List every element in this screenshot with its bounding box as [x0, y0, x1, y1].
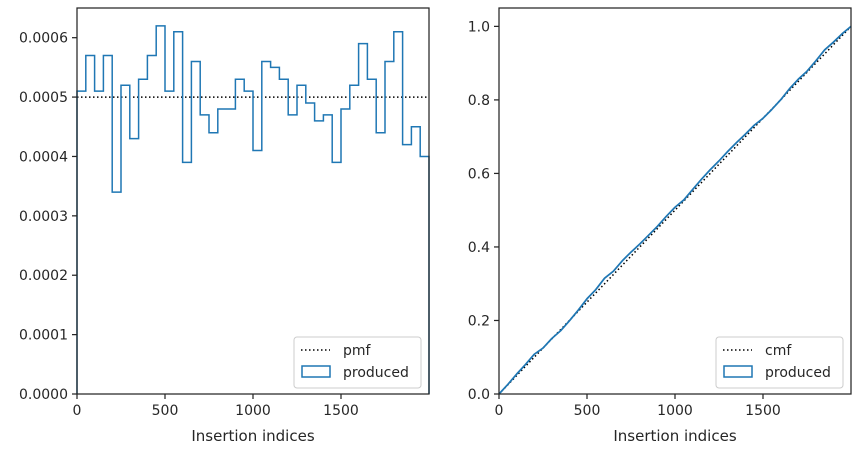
pmf-marks [76, 25, 430, 394]
cmf-ticks: 0.0 0.2 0.4 0.6 0.8 1.0 0 500 1000 1500 [468, 19, 781, 419]
pmf-produced-step [76, 25, 430, 394]
cmf-x-tick-label: 500 [574, 403, 601, 419]
cmf-plot-area [499, 8, 851, 394]
cmf-x-tick-label: 1000 [657, 403, 693, 419]
pmf-y-tick-label: 0.0006 [19, 31, 68, 47]
cmf-legend-label-produced: produced [765, 365, 831, 381]
cmf-x-tick-label: 0 [495, 403, 504, 419]
cmf-y-tick-label: 0.6 [468, 166, 490, 182]
pmf-axes-frame [76, 7, 430, 395]
cmf-y-tick-label: 0.0 [468, 387, 490, 403]
pmf-x-axis-label: Insertion indices [191, 427, 314, 445]
cmf-panel: 0.0 0.2 0.4 0.6 0.8 1.0 0 500 1000 1500 Insertion… [468, 7, 852, 445]
pmf-panel: 0.0000 0.0001 0.0002 0.0003 0.0004 0.0005 0.00… [19, 7, 430, 445]
pmf-ticks: 0.0000 0.0001 0.0002 0.0003 0.0004 0.0005 0.00… [19, 31, 359, 419]
pmf-y-tick-label: 0.0004 [19, 149, 68, 165]
cmf-marks [498, 25, 852, 395]
pmf-y-tick-label: 0.0005 [19, 90, 68, 106]
cmf-y-tick-label: 0.2 [468, 313, 490, 329]
pmf-x-tick-label: 1500 [323, 403, 359, 419]
pmf-x-tick-label: 500 [152, 403, 179, 419]
cmf-axes-frame [498, 7, 852, 395]
pmf-legend-produced-swatch [301, 365, 331, 378]
cmf-y-tick-label: 0.4 [468, 240, 490, 256]
cmf-y-tick-label: 0.8 [468, 93, 490, 109]
cmf-produced-curve [498, 25, 852, 395]
pmf-legend-label-produced: produced [343, 365, 409, 381]
pmf-y-tick-label: 0.0002 [19, 268, 68, 284]
cmf-legend: cmf produced [715, 336, 844, 389]
pmf-plot-area [77, 8, 429, 394]
pmf-x-tick-label: 1000 [235, 403, 271, 419]
cmf-legend-label-cmf: cmf [765, 343, 792, 359]
pmf-legend-label-pmf: pmf [343, 343, 372, 359]
pmf-legend: pmf produced [293, 336, 422, 389]
pmf-y-tick-label: 0.0000 [19, 387, 68, 403]
cmf-y-tick-label: 1.0 [468, 19, 490, 35]
cmf-x-tick-label: 1500 [745, 403, 781, 419]
cmf-x-axis-label: Insertion indices [613, 427, 736, 445]
pmf-x-tick-label: 0 [73, 403, 82, 419]
pmf-y-tick-label: 0.0001 [19, 328, 68, 344]
cmf-legend-produced-swatch [723, 365, 753, 378]
pmf-y-tick-label: 0.0003 [19, 209, 68, 225]
